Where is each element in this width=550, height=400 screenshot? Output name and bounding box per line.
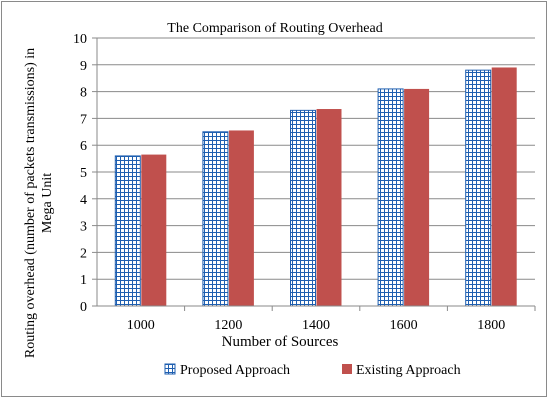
bar-existing-1600 [404,88,430,306]
bar-proposed-1000 [114,155,141,307]
y-tick-label: 2 [80,246,87,261]
y-tick-label: 9 [80,59,87,74]
y-tick-label: 4 [80,193,87,208]
x-tick-label: 1400 [302,318,330,333]
bars [114,67,517,307]
bar-existing-1000 [141,154,167,306]
y-tick-label: 3 [80,220,87,235]
x-axis-label: Number of Sources [222,334,339,350]
legend-label-existing: Existing Approach [356,363,461,378]
legend-swatch-proposed [164,363,176,375]
x-tick-label: 1800 [477,318,505,333]
bar-existing-1400 [316,109,342,307]
bar-proposed-1600 [377,88,404,307]
y-tick-label: 1 [80,273,87,288]
bar-proposed-1200 [202,131,229,307]
y-axis-label: Routing overhead (number of packets tran… [23,48,55,358]
y-axis-ticks: 0 1 2 3 4 5 6 7 8 9 10 [73,32,97,315]
y-axis-label-line-1: Routing overhead (number of packets tran… [23,48,38,358]
y-axis-label-line-2: Mega Unit [40,173,55,233]
y-tick-label: 8 [80,86,87,101]
y-tick-label: 7 [80,112,87,127]
bar-existing-1800 [491,67,517,306]
x-tick-label: 1600 [390,318,418,333]
bar-proposed-1400 [290,109,316,307]
chart-title: The Comparison of Routing Overhead [167,21,382,36]
legend-label-proposed: Proposed Approach [180,363,290,378]
legend-swatch-existing [342,364,352,374]
y-tick-label: 6 [80,139,87,154]
gridlines [97,37,535,280]
y-tick-label: 5 [80,166,87,181]
legend: Proposed Approach Existing Approach [164,363,461,378]
bar-proposed-1800 [465,69,492,307]
bar-existing-1200 [228,130,254,306]
x-tick-label: 1000 [127,318,155,333]
y-tick-label: 0 [80,300,87,315]
x-axis-ticks: 1000 1200 1400 1600 1800 [127,306,536,333]
x-tick-label: 1200 [214,318,242,333]
y-tick-label: 10 [73,32,87,47]
